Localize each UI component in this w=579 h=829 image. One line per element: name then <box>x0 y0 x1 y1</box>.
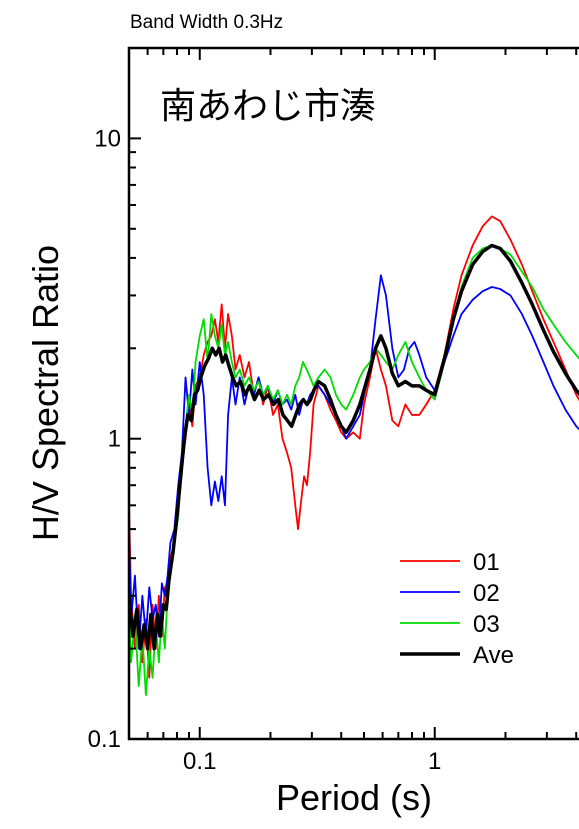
x-tick-label: 1 <box>428 748 441 775</box>
y-tick-label: 0.1 <box>88 726 121 753</box>
legend: 01 02 03 Ave <box>400 549 514 669</box>
series-line-01 <box>129 215 579 679</box>
bandwidth-label: Band Width 0.3Hz <box>130 12 283 33</box>
x-axis-title: Period (s) <box>276 777 432 818</box>
series-line-Ave <box>129 243 579 651</box>
y-tick-label: 1 <box>108 426 121 453</box>
legend-label-01: 01 <box>473 549 500 576</box>
y-axis-title: H/V Spectral Ratio <box>25 245 66 541</box>
legend-label-02: 02 <box>473 580 500 607</box>
series-layer <box>129 215 579 697</box>
series-line-03 <box>129 244 579 697</box>
x-tick-label: 0.1 <box>183 748 216 775</box>
series-line-02 <box>129 274 579 650</box>
legend-label-03: 03 <box>473 611 500 638</box>
legend-label-Ave: Ave <box>473 642 514 669</box>
panel-title: 南あわじ市湊 <box>160 85 376 126</box>
y-tick-label: 10 <box>94 125 121 152</box>
ticks-layer: 0.1 1 0.1 1 10 <box>88 47 578 775</box>
